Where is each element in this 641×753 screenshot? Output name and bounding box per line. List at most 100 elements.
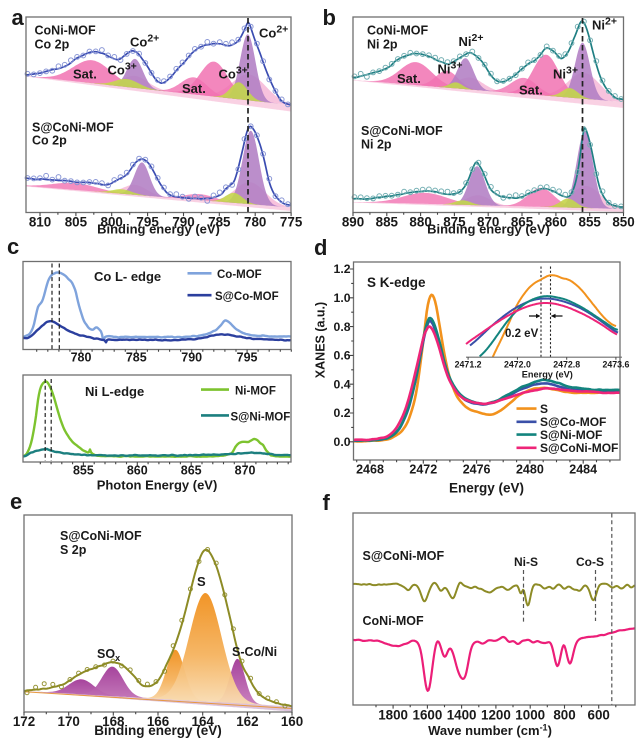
svg-text:Co2+: Co2+ [130, 33, 159, 50]
svg-text:Ni-S: Ni-S [514, 555, 538, 569]
svg-text:160: 160 [281, 714, 303, 729]
svg-text:S K-edge: S K-edge [367, 275, 426, 290]
svg-text:S: S [540, 402, 548, 416]
svg-text:0.0: 0.0 [334, 435, 351, 449]
svg-text:170: 170 [58, 714, 80, 729]
svg-text:1000: 1000 [515, 708, 545, 723]
svg-text:S@Ni-MOF: S@Ni-MOF [540, 428, 602, 442]
svg-text:S@Co-MOF: S@Co-MOF [540, 415, 606, 429]
svg-text:805: 805 [65, 215, 88, 230]
svg-text:Wave number (cm-1): Wave number (cm-1) [428, 723, 552, 739]
svg-text:0.2: 0.2 [334, 406, 351, 420]
svg-text:166: 166 [147, 714, 169, 729]
svg-text:S@CoNi-MOF: S@CoNi-MOF [363, 549, 445, 563]
svg-text:790: 790 [181, 351, 202, 365]
svg-text:Energy (eV): Energy (eV) [449, 481, 524, 496]
svg-text:865: 865 [511, 215, 534, 230]
svg-text:785: 785 [126, 351, 147, 365]
svg-text:Co2+: Co2+ [259, 24, 288, 41]
svg-text:850: 850 [612, 215, 634, 230]
svg-text:c: c [7, 234, 19, 259]
svg-text:785: 785 [208, 215, 231, 230]
svg-text:800: 800 [101, 215, 123, 230]
svg-text:1600: 1600 [413, 708, 443, 723]
svg-text:Sat.: Sat. [519, 83, 543, 98]
svg-text:S@CoNi-MOF: S@CoNi-MOF [540, 441, 618, 455]
svg-text:S@CoNi-MOF: S@CoNi-MOF [32, 121, 114, 135]
svg-text:Sat.: Sat. [397, 71, 421, 86]
svg-text:2472: 2472 [409, 463, 437, 477]
svg-text:890: 890 [342, 215, 364, 230]
svg-text:780: 780 [71, 351, 92, 365]
svg-text:0.2 eV: 0.2 eV [505, 328, 539, 340]
svg-text:Ni 2p: Ni 2p [361, 138, 392, 152]
svg-text:790: 790 [172, 215, 194, 230]
svg-text:CoNi-MOF: CoNi-MOF [367, 24, 428, 38]
svg-text:865: 865 [181, 464, 202, 478]
svg-text:172: 172 [13, 714, 35, 729]
svg-text:795: 795 [136, 215, 159, 230]
svg-text:775: 775 [280, 215, 303, 230]
svg-text:Photon Energy (eV): Photon Energy (eV) [97, 478, 218, 493]
svg-text:800: 800 [553, 708, 575, 723]
svg-text:1800: 1800 [378, 708, 408, 723]
svg-text:0.8: 0.8 [334, 320, 351, 334]
svg-text:1.0: 1.0 [334, 291, 351, 305]
svg-text:d: d [314, 235, 327, 260]
svg-text:600: 600 [588, 708, 610, 723]
svg-text:2473.6: 2473.6 [602, 360, 629, 370]
svg-text:2484: 2484 [569, 463, 597, 477]
svg-text:870: 870 [235, 464, 256, 478]
svg-text:Co 2p: Co 2p [35, 38, 70, 52]
svg-text:Energy (eV): Energy (eV) [522, 370, 573, 380]
svg-text:Co-S: Co-S [576, 555, 604, 569]
svg-text:Co 2p: Co 2p [32, 134, 67, 148]
svg-text:168: 168 [102, 714, 125, 729]
svg-text:Co-MOF: Co-MOF [217, 269, 262, 281]
svg-text:e: e [10, 489, 22, 514]
svg-text:162: 162 [236, 714, 258, 729]
svg-text:f: f [323, 490, 331, 515]
svg-text:1.2: 1.2 [334, 262, 351, 276]
svg-text:2472.0: 2472.0 [504, 360, 531, 370]
svg-text:a: a [12, 5, 25, 30]
svg-text:870: 870 [477, 215, 499, 230]
svg-text:Ni2+: Ni2+ [592, 16, 617, 33]
svg-text:885: 885 [376, 215, 399, 230]
svg-text:S-Co/Ni: S-Co/Ni [232, 645, 277, 659]
svg-text:Ni L-edge: Ni L-edge [85, 384, 144, 399]
svg-text:164: 164 [192, 714, 215, 729]
svg-text:780: 780 [244, 215, 266, 230]
svg-text:2468: 2468 [356, 463, 384, 477]
svg-text:b: b [323, 5, 336, 30]
svg-text:0.6: 0.6 [334, 349, 351, 363]
svg-text:0.4: 0.4 [334, 377, 351, 391]
svg-text:S@Co-MOF: S@Co-MOF [215, 291, 279, 303]
svg-text:860: 860 [127, 464, 148, 478]
svg-text:S: S [197, 574, 206, 589]
svg-text:1400: 1400 [447, 708, 477, 723]
svg-text:Binding energy (eV): Binding energy (eV) [94, 723, 222, 738]
svg-text:875: 875 [443, 215, 466, 230]
svg-text:2471.2: 2471.2 [455, 360, 482, 370]
svg-text:Sat.: Sat. [182, 81, 206, 96]
svg-text:810: 810 [29, 215, 51, 230]
svg-text:S@Ni-MOF: S@Ni-MOF [231, 412, 291, 424]
svg-text:Binding energy (eV): Binding energy (eV) [97, 222, 220, 237]
svg-text:Ni 2p: Ni 2p [367, 38, 398, 52]
svg-text:2472.8: 2472.8 [553, 360, 580, 370]
svg-text:Ni-MOF: Ni-MOF [235, 386, 276, 398]
svg-text:860: 860 [545, 215, 567, 230]
svg-text:2480: 2480 [516, 463, 544, 477]
svg-text:XANES (a.u.): XANES (a.u.) [314, 302, 328, 378]
svg-text:795: 795 [237, 351, 258, 365]
svg-text:CoNi-MOF: CoNi-MOF [363, 614, 424, 628]
svg-text:855: 855 [73, 464, 94, 478]
svg-text:SOx: SOx [97, 647, 120, 663]
svg-text:CoNi-MOF: CoNi-MOF [35, 24, 96, 38]
svg-text:Co L- edge: Co L- edge [94, 269, 161, 284]
svg-text:S@CoNi-MOF: S@CoNi-MOF [60, 529, 142, 543]
svg-text:2476: 2476 [463, 463, 491, 477]
svg-text:S 2p: S 2p [60, 543, 87, 557]
svg-text:880: 880 [409, 215, 431, 230]
